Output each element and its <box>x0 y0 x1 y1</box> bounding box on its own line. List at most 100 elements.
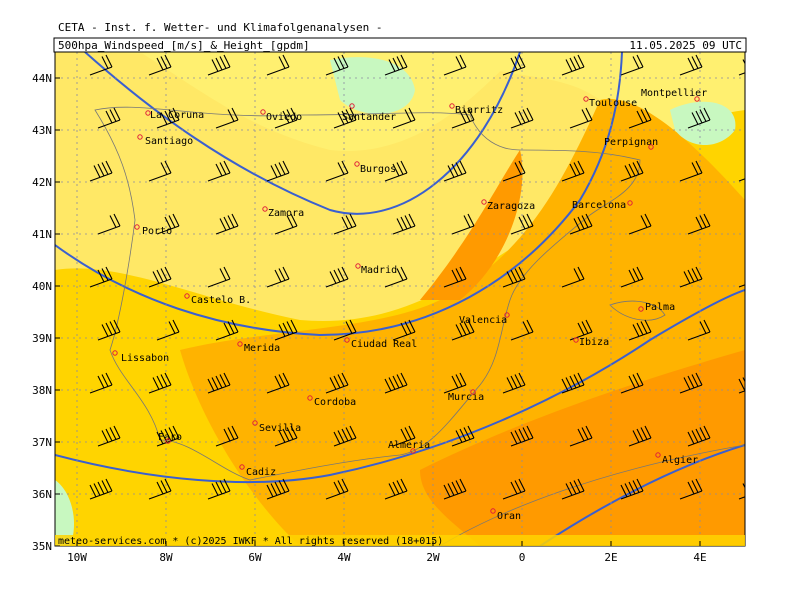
wind-barb <box>333 107 357 129</box>
wind-barb <box>510 107 534 129</box>
lon-label: 8W <box>159 551 173 564</box>
city-marker <box>134 224 140 230</box>
city-label: Perpignan <box>604 137 658 148</box>
wind-barb <box>266 372 290 394</box>
wind-barb <box>325 54 349 76</box>
field-dark-orange <box>420 150 523 300</box>
wind-barb <box>620 372 644 394</box>
wind-barb <box>156 107 180 129</box>
city-label: La Coruna <box>150 110 204 121</box>
city-marker <box>354 161 360 167</box>
wind-barbs <box>89 54 769 500</box>
city-marker <box>355 263 361 269</box>
wind-barb <box>97 213 121 235</box>
lon-label: 4E <box>693 551 706 564</box>
wind-barb <box>148 266 172 288</box>
wind-barb <box>502 54 526 76</box>
wind-barb <box>569 213 593 235</box>
lon-label: 4W <box>337 551 351 564</box>
wind-barb <box>628 425 652 447</box>
header-title: CETA - Inst. f. Wetter- und Klimafolgena… <box>58 21 383 34</box>
wind-barb <box>89 372 113 394</box>
lat-label: 40N <box>32 280 52 293</box>
wind-barb <box>443 266 467 288</box>
city-label: Algier <box>662 455 698 466</box>
wind-barb <box>451 213 475 235</box>
wind-barb <box>333 213 357 235</box>
lon-label: 6W <box>248 551 262 564</box>
city-label: Madrid <box>361 265 397 276</box>
city-label: Cordoba <box>314 397 356 408</box>
wind-barb <box>156 319 180 341</box>
product-label: 500hpa_Windspeed_[m/s]_&_Height_[gpdm] <box>58 39 310 52</box>
wind-barb <box>266 160 290 182</box>
wind-barb <box>687 425 711 447</box>
wind-barb <box>274 319 298 341</box>
city-label: Cadiz <box>246 467 276 478</box>
wind-barb <box>510 425 534 447</box>
wind-barb <box>679 266 703 288</box>
wind-barb <box>443 54 467 76</box>
wind-barb <box>628 213 652 235</box>
city-labels: La Coruna Oviedo Santander Biarritz Toul… <box>121 88 707 522</box>
wind-barb <box>384 478 408 500</box>
lon-label: 2E <box>604 551 617 564</box>
wind-barb <box>384 160 408 182</box>
wind-barb <box>510 213 534 235</box>
city-marker <box>648 144 654 150</box>
wind-barb <box>620 478 644 500</box>
footer-bar <box>55 535 745 546</box>
wind-barb <box>569 425 593 447</box>
city-marker <box>307 395 313 401</box>
city-marker <box>165 438 171 444</box>
city-marker <box>184 293 190 299</box>
city-label: Montpellier <box>641 88 707 99</box>
city-label: Barcelona <box>572 200 626 211</box>
wind-barb <box>451 319 475 341</box>
height-contours <box>55 52 745 546</box>
city-marker <box>694 96 700 102</box>
city-marker <box>449 103 455 109</box>
city-label: Porto <box>142 226 172 237</box>
wind-barb <box>148 372 172 394</box>
wind-barb <box>215 319 239 341</box>
wind-barb <box>266 266 290 288</box>
lat-label: 35N <box>32 540 52 553</box>
wind-barb <box>561 160 585 182</box>
wind-barb <box>215 213 239 235</box>
wind-barb <box>215 107 239 129</box>
city-marker <box>260 109 266 115</box>
wind-barb <box>89 478 113 500</box>
wind-barb <box>325 266 349 288</box>
field-green <box>670 101 736 145</box>
field-green <box>55 480 75 546</box>
wind-barb <box>384 372 408 394</box>
wind-barb <box>97 319 121 341</box>
city-label: Ciudad Real <box>351 339 417 350</box>
city-marker <box>344 337 350 343</box>
wind-barb <box>561 478 585 500</box>
wind-barb <box>738 284 745 288</box>
city-label: Oviedo <box>266 112 302 123</box>
city-marker <box>490 508 496 514</box>
wind-barb <box>384 266 408 288</box>
wind-barb <box>89 54 113 76</box>
wind-barb <box>266 478 290 500</box>
city-label: Merida <box>244 343 280 354</box>
city-label: Castelo B. <box>191 295 251 306</box>
wind-barb <box>392 107 416 129</box>
wind-barb <box>156 213 180 235</box>
wind-barb <box>747 320 769 340</box>
lon-label: 0 <box>519 551 526 564</box>
wind-barb <box>207 372 231 394</box>
wind-barb <box>325 372 349 394</box>
wind-barb <box>89 266 113 288</box>
city-marker <box>627 200 633 206</box>
map-field <box>55 52 745 546</box>
wind-barb <box>451 107 475 129</box>
wind-barb <box>215 425 239 447</box>
city-label: Toulouse <box>589 98 637 109</box>
wind-barb <box>628 319 652 341</box>
wind-barb <box>274 213 298 235</box>
